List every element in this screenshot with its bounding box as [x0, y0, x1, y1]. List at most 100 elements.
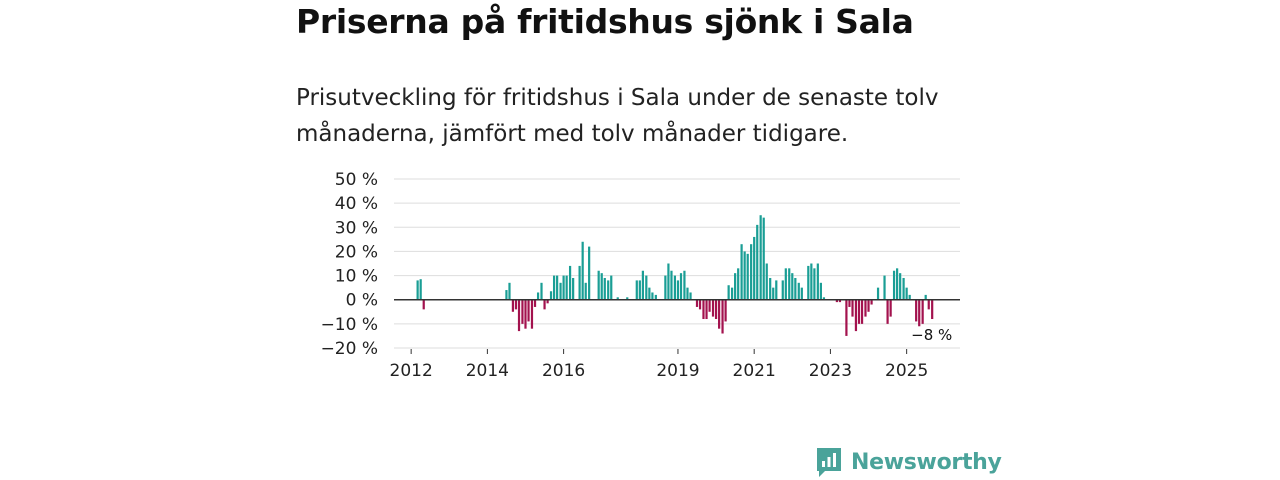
bar-positive: [597, 270, 600, 300]
bar-positive: [648, 287, 651, 300]
bar-negative: [724, 299, 727, 322]
bar-positive: [549, 291, 553, 300]
chart-title: Priserna på fritidshus sjönk i Sala: [296, 2, 914, 41]
bar-positive: [794, 277, 797, 300]
bar-positive: [769, 277, 772, 300]
bar-positive: [610, 275, 613, 300]
bar-positive: [540, 282, 543, 300]
bar-positive: [686, 287, 689, 300]
bar-positive: [800, 287, 803, 300]
bar-positive: [600, 273, 603, 300]
x-tick-label: 2012: [390, 361, 433, 381]
bar-positive: [654, 294, 657, 300]
bar-negative: [698, 299, 702, 310]
bar-positive: [902, 277, 905, 300]
brand-name: Newsworthy: [851, 449, 1002, 475]
bar-negative: [714, 299, 718, 320]
bar-positive: [816, 263, 819, 300]
bar-positive: [572, 277, 575, 300]
bar-positive: [727, 285, 730, 300]
x-tick-label: 2023: [809, 361, 852, 381]
bar-negative: [870, 299, 873, 305]
bar-positive: [908, 294, 911, 300]
bar-negative: [845, 299, 848, 336]
bar-positive: [905, 287, 908, 300]
newsworthy-logo-icon: [817, 448, 841, 477]
bar-negative: [514, 299, 518, 310]
bar-positive: [505, 290, 508, 300]
bar-positive: [746, 253, 749, 300]
y-tick-label: 30 %: [335, 218, 378, 238]
bar-chart: 50 %40 %30 %20 %10 %0 %−10 %−20 % 2012 20…: [321, 170, 960, 381]
chart-subtitle: Prisutveckling för fritidshus i Sala und…: [296, 85, 939, 147]
y-tick-label: 0 %: [346, 291, 378, 311]
bar-positive: [822, 297, 826, 300]
bar-negative: [517, 299, 521, 332]
x-tick-label: 2016: [542, 361, 585, 381]
x-tick-label: 2021: [733, 361, 776, 381]
bar-positive: [750, 244, 753, 300]
bar-positive: [791, 273, 794, 300]
bar-positive: [679, 273, 683, 300]
bar-negative: [931, 299, 934, 320]
bar-positive: [670, 270, 673, 300]
bar-positive: [552, 275, 556, 300]
bar-positive: [753, 236, 756, 300]
bar-positive: [667, 263, 670, 300]
bar-negative: [721, 299, 724, 334]
bar-positive: [565, 275, 568, 300]
bar-positive: [673, 275, 677, 300]
bar-positive: [762, 217, 765, 300]
bar-positive: [607, 280, 610, 300]
bar-positive: [924, 294, 927, 300]
bar-negative: [530, 299, 534, 329]
bar-positive: [556, 275, 559, 300]
y-tick-label: −10 %: [321, 315, 378, 335]
bar-negative: [921, 299, 924, 324]
gridlines: [394, 178, 960, 349]
bar-negative: [511, 299, 515, 312]
bar-positive: [651, 292, 654, 300]
bar-negative: [527, 299, 530, 322]
bar-positive: [781, 280, 784, 300]
bar-positive: [797, 282, 800, 300]
x-tick-label: 2019: [656, 361, 699, 381]
bar-negative: [867, 299, 870, 312]
bar-positive: [896, 268, 899, 300]
y-tick-label: 20 %: [335, 242, 378, 262]
bar-negative: [533, 299, 537, 307]
bar-positive: [562, 275, 565, 300]
bar-negative: [838, 299, 842, 303]
bar-positive: [743, 251, 746, 300]
bar-negative: [889, 299, 892, 317]
bar-negative: [857, 299, 861, 324]
bar-negative: [927, 299, 930, 310]
bar-positive: [759, 215, 762, 300]
bar-positive: [664, 275, 667, 300]
bar-negative: [705, 299, 708, 320]
bar-positive: [775, 280, 778, 300]
bar-positive: [683, 270, 686, 300]
bar-positive: [568, 265, 572, 300]
y-tick-label: 50 %: [335, 170, 378, 190]
bar-positive: [813, 268, 816, 300]
bar-negative: [886, 299, 889, 324]
bar-positive: [419, 279, 422, 300]
y-tick-label: 40 %: [335, 194, 378, 214]
bar-positive: [899, 273, 902, 300]
bar-positive: [578, 265, 581, 300]
bar-negative: [422, 299, 425, 310]
bar-positive: [734, 273, 737, 300]
bar-negative: [915, 299, 918, 322]
bar-positive: [626, 297, 629, 300]
bar-positive: [416, 280, 419, 300]
y-tick-label: 10 %: [335, 267, 378, 287]
bar-negative: [546, 299, 549, 304]
bar-positive: [616, 297, 619, 300]
bar-positive: [730, 287, 734, 300]
bar-positive: [756, 224, 759, 300]
bar-positive: [876, 287, 880, 300]
bar-positive: [689, 292, 692, 300]
bar-positive: [788, 268, 791, 300]
bar-positive: [588, 246, 591, 300]
